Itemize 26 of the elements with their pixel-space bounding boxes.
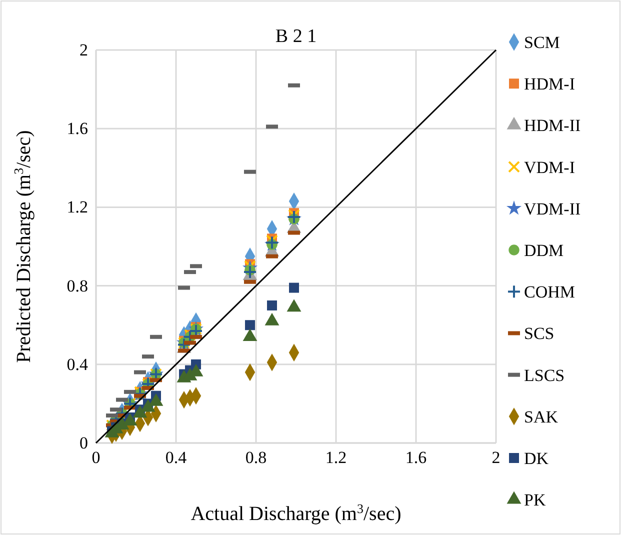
legend-label: DK — [524, 449, 550, 468]
legend-label: SCM — [524, 33, 560, 52]
legend-label: COHM — [524, 282, 576, 302]
y-tick-label: 1.2 — [66, 198, 88, 217]
y-tick-label: 2 — [80, 40, 88, 60]
x-axis-title: Actual Discharge (m$^{3}$/sec) — [190, 500, 402, 525]
legend-label: VDM-II — [524, 199, 581, 218]
legend-label: HDM-I — [524, 74, 576, 94]
x-tick-label: 0.4 — [165, 448, 188, 468]
legend-label: SCS — [524, 324, 554, 344]
legend-label: VDM-I — [524, 158, 576, 177]
y-tick-label: 0.4 — [66, 354, 88, 374]
legend-label: PK — [524, 490, 546, 510]
x-tick-label: 1.2 — [325, 448, 347, 468]
x-tick-label: 1.6 — [405, 448, 427, 468]
x-tick-label: 0 — [92, 448, 100, 468]
x-tick-label: 0.8 — [245, 448, 267, 468]
y-tick-label: 0.8 — [66, 276, 88, 296]
x-tick-label: 2 — [492, 448, 500, 468]
legend-label: DDM — [524, 241, 564, 260]
chart-title: B 2 1 — [275, 26, 317, 47]
legend-label: LSCS — [524, 366, 565, 385]
legend-label: SAK — [524, 407, 559, 426]
legend-label: HDM-II — [524, 116, 581, 136]
y-tick-label: 0 — [80, 433, 88, 452]
y-tick-label: 1.6 — [66, 119, 88, 138]
